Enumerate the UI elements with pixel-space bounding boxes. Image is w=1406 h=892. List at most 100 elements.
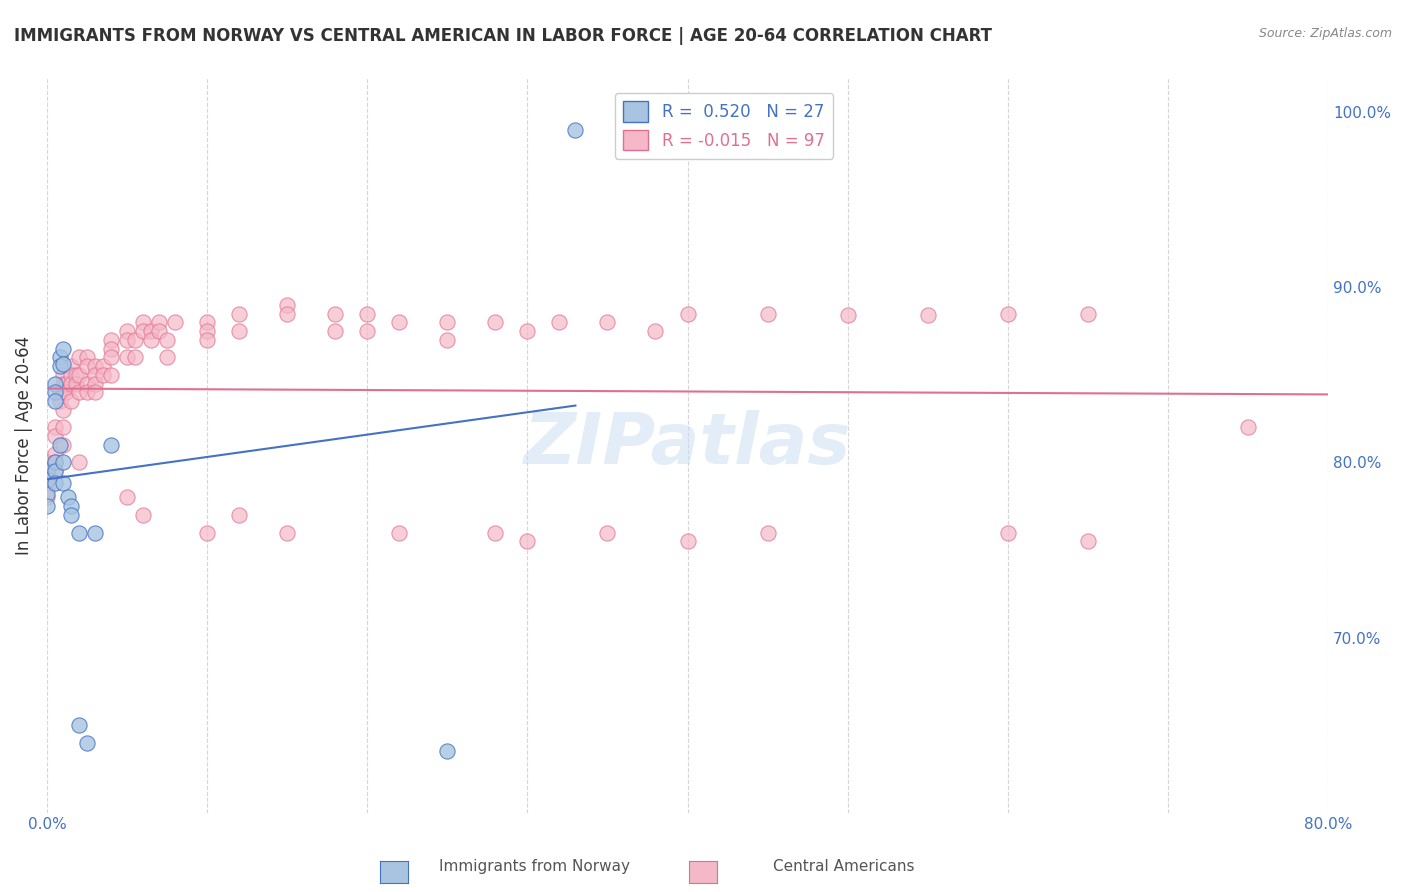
Point bbox=[115, 351, 138, 365]
Point bbox=[132, 508, 155, 522]
Point bbox=[436, 316, 458, 330]
Point bbox=[356, 307, 378, 321]
Point bbox=[676, 534, 699, 549]
Point bbox=[356, 324, 378, 338]
Point bbox=[76, 735, 98, 749]
Point bbox=[52, 455, 75, 469]
Point bbox=[67, 525, 90, 540]
Point bbox=[1237, 420, 1260, 434]
Text: Source: ZipAtlas.com: Source: ZipAtlas.com bbox=[1258, 27, 1392, 40]
Point bbox=[84, 376, 107, 391]
Point bbox=[516, 324, 538, 338]
Point bbox=[35, 455, 58, 469]
Point bbox=[44, 376, 66, 391]
Point bbox=[35, 464, 58, 478]
Point bbox=[564, 123, 586, 137]
Point bbox=[59, 368, 82, 382]
Point bbox=[276, 298, 298, 312]
Point bbox=[44, 455, 66, 469]
Point bbox=[44, 420, 66, 434]
Point bbox=[195, 316, 218, 330]
Point bbox=[84, 385, 107, 400]
Point bbox=[276, 525, 298, 540]
Legend: R =  0.520   N = 27, R = -0.015   N = 97: R = 0.520 N = 27, R = -0.015 N = 97 bbox=[614, 93, 832, 159]
Point bbox=[52, 358, 75, 372]
Point bbox=[44, 394, 66, 409]
Point bbox=[195, 525, 218, 540]
Point bbox=[52, 403, 75, 417]
Point bbox=[52, 438, 75, 452]
Point bbox=[44, 464, 66, 478]
Point bbox=[91, 359, 114, 374]
Point bbox=[195, 324, 218, 338]
Point bbox=[388, 316, 411, 330]
Point bbox=[67, 351, 90, 365]
Point bbox=[65, 368, 87, 382]
Point bbox=[44, 385, 66, 400]
Point bbox=[67, 718, 90, 732]
Point bbox=[132, 324, 155, 338]
Point bbox=[124, 351, 146, 365]
Point bbox=[84, 359, 107, 374]
Point bbox=[1077, 534, 1099, 549]
Point bbox=[100, 333, 122, 347]
Point bbox=[52, 476, 75, 491]
Point bbox=[997, 525, 1019, 540]
Point bbox=[52, 368, 75, 382]
Point bbox=[56, 491, 79, 505]
Point bbox=[67, 385, 90, 400]
Point bbox=[35, 473, 58, 487]
Point bbox=[65, 376, 87, 391]
Point bbox=[596, 316, 619, 330]
Point bbox=[115, 333, 138, 347]
Point bbox=[44, 476, 66, 491]
Point bbox=[139, 324, 162, 338]
Point bbox=[997, 307, 1019, 321]
Point bbox=[76, 376, 98, 391]
Point bbox=[52, 342, 75, 356]
Text: Immigrants from Norway: Immigrants from Norway bbox=[439, 859, 630, 874]
Point bbox=[156, 333, 179, 347]
Point bbox=[76, 385, 98, 400]
Point bbox=[115, 324, 138, 338]
Point bbox=[596, 525, 619, 540]
Point bbox=[52, 420, 75, 434]
Point bbox=[35, 482, 58, 496]
Point bbox=[48, 351, 70, 365]
Point bbox=[52, 376, 75, 391]
Point bbox=[44, 429, 66, 443]
Point bbox=[276, 307, 298, 321]
Point bbox=[323, 307, 346, 321]
Point bbox=[100, 438, 122, 452]
Point bbox=[91, 368, 114, 382]
Point bbox=[44, 464, 66, 478]
Point bbox=[100, 342, 122, 356]
Point bbox=[48, 438, 70, 452]
Point bbox=[644, 324, 666, 338]
Point bbox=[44, 447, 66, 461]
Point bbox=[59, 394, 82, 409]
Point bbox=[124, 333, 146, 347]
Point bbox=[323, 324, 346, 338]
Point bbox=[917, 309, 939, 323]
Text: ZIPatlas: ZIPatlas bbox=[524, 410, 851, 480]
Point bbox=[84, 525, 107, 540]
Point bbox=[76, 351, 98, 365]
Point bbox=[67, 455, 90, 469]
Point bbox=[148, 324, 170, 338]
Point bbox=[59, 500, 82, 514]
Point bbox=[756, 307, 779, 321]
Point bbox=[48, 394, 70, 409]
Y-axis label: In Labor Force | Age 20-64: In Labor Force | Age 20-64 bbox=[15, 335, 32, 555]
Point bbox=[48, 359, 70, 374]
Point bbox=[115, 491, 138, 505]
Point bbox=[52, 385, 75, 400]
Point bbox=[35, 500, 58, 514]
Text: IMMIGRANTS FROM NORWAY VS CENTRAL AMERICAN IN LABOR FORCE | AGE 20-64 CORRELATIO: IMMIGRANTS FROM NORWAY VS CENTRAL AMERIC… bbox=[14, 27, 993, 45]
Point bbox=[35, 487, 58, 501]
Point bbox=[837, 309, 859, 323]
Point bbox=[35, 473, 58, 487]
Point bbox=[59, 376, 82, 391]
Point bbox=[148, 316, 170, 330]
Point bbox=[100, 351, 122, 365]
